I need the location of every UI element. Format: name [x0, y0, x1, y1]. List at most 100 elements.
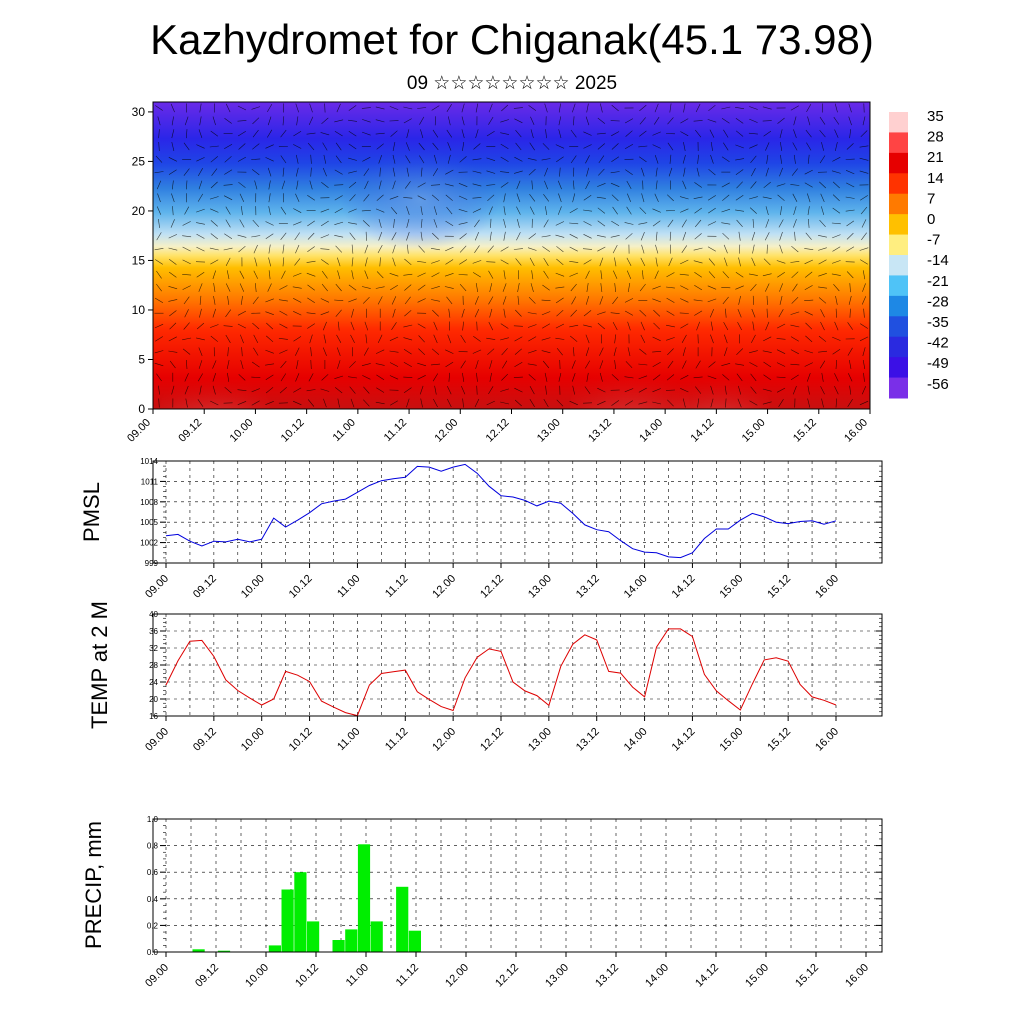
- wind-vector: [418, 245, 425, 253]
- wind-vector: [458, 195, 468, 200]
- wind-vector: [736, 373, 743, 382]
- wind-vector: [627, 321, 631, 331]
- wind-vector: [251, 106, 261, 110]
- wind-vector: [682, 347, 686, 357]
- wind-vector: [403, 376, 413, 378]
- wind-vector: [212, 116, 216, 126]
- wind-vector: [475, 283, 478, 293]
- wind-vector: [335, 155, 342, 164]
- wind-vector: [363, 194, 370, 202]
- wind-vector: [834, 373, 839, 382]
- x-tick-label: 16.00: [843, 962, 871, 990]
- wind-vector: [821, 206, 825, 215]
- wind-vector: [265, 221, 274, 226]
- wind-vector: [528, 336, 537, 342]
- wind-vector: [486, 131, 495, 137]
- wind-vector: [762, 120, 772, 122]
- wind-vector: [486, 170, 496, 174]
- wind-vector: [348, 376, 358, 379]
- wind-vector: [597, 400, 606, 406]
- wind-vector: [461, 129, 465, 139]
- wind-vector: [722, 296, 729, 305]
- x-tick-label: 09.12: [191, 573, 219, 601]
- xs-x-tick-label: 15.12: [791, 417, 819, 445]
- y-tick-label: 36: [149, 627, 158, 636]
- wind-vector: [667, 142, 674, 151]
- wind-vector: [793, 219, 797, 228]
- x-tick-label: 15.00: [717, 726, 745, 754]
- wind-vector: [182, 221, 191, 226]
- wind-vector: [237, 401, 247, 405]
- wind-vector: [735, 195, 744, 201]
- wind-vector: [572, 193, 576, 203]
- y-tick-label: 24: [149, 678, 158, 687]
- wind-vector: [363, 168, 370, 176]
- wind-vector: [279, 323, 288, 329]
- wind-vector: [627, 283, 631, 293]
- wind-vector: [196, 157, 205, 162]
- wind-vector: [239, 193, 245, 203]
- wind-vector: [310, 347, 312, 357]
- wind-vector: [597, 220, 606, 227]
- wind-vector: [624, 222, 634, 225]
- precip-bar: [217, 950, 231, 952]
- wind-vector: [626, 180, 632, 190]
- wind-vector: [680, 298, 689, 303]
- wind-vector: [668, 257, 673, 267]
- wind-vector: [227, 372, 230, 382]
- wind-vector: [610, 171, 620, 174]
- y-tick-label: 1008: [140, 498, 158, 507]
- wind-vector: [224, 156, 232, 163]
- wind-vector: [821, 398, 824, 408]
- wind-vector: [805, 322, 813, 330]
- wind-vector: [545, 129, 547, 139]
- wind-vector: [611, 374, 619, 381]
- wind-vector: [849, 283, 851, 293]
- wind-vector: [321, 181, 329, 188]
- wind-vector: [776, 349, 786, 354]
- x-tick-label: 11.12: [383, 726, 410, 753]
- wind-vector: [624, 376, 634, 379]
- wind-vector: [596, 132, 606, 135]
- wind-vector: [156, 206, 162, 215]
- wind-vector: [666, 324, 675, 328]
- y-tick-label: 28: [149, 661, 158, 670]
- wind-vector: [337, 360, 341, 369]
- wind-vector: [708, 361, 716, 368]
- wind-vector: [155, 259, 163, 265]
- wind-vector: [779, 295, 783, 305]
- wind-vector: [625, 400, 633, 406]
- wind-vector: [323, 334, 327, 344]
- wind-vector: [849, 360, 852, 369]
- wind-vector: [557, 180, 562, 190]
- wind-vector: [583, 209, 593, 212]
- wind-vector: [320, 311, 330, 316]
- wind-vector: [431, 286, 440, 290]
- wind-vector: [600, 103, 603, 113]
- wind-vector: [196, 222, 205, 225]
- wind-vector: [307, 195, 315, 201]
- wind-vector: [515, 309, 522, 317]
- wind-vector: [738, 231, 741, 241]
- wind-vector: [306, 260, 316, 263]
- xs-x-tick-label: 11.00: [331, 417, 358, 444]
- wind-vector: [583, 221, 592, 226]
- wind-vector: [295, 373, 300, 382]
- wind-vector: [168, 247, 178, 251]
- wind-vector: [640, 334, 646, 344]
- wind-vector: [348, 208, 357, 213]
- wind-vector: [807, 398, 811, 408]
- wind-vector: [476, 321, 478, 331]
- wind-vector: [306, 389, 316, 392]
- wind-vector: [555, 297, 564, 304]
- wind-vector: [156, 283, 162, 292]
- wind-vector: [419, 155, 425, 164]
- wind-vector: [793, 206, 797, 215]
- wind-vector: [736, 181, 743, 189]
- wind-vector: [832, 194, 840, 202]
- wind-vector: [862, 283, 866, 292]
- wind-vector: [652, 351, 662, 353]
- wind-vector: [749, 106, 758, 110]
- wind-vector: [293, 131, 302, 137]
- xs-y-tick-label: 30: [132, 105, 146, 119]
